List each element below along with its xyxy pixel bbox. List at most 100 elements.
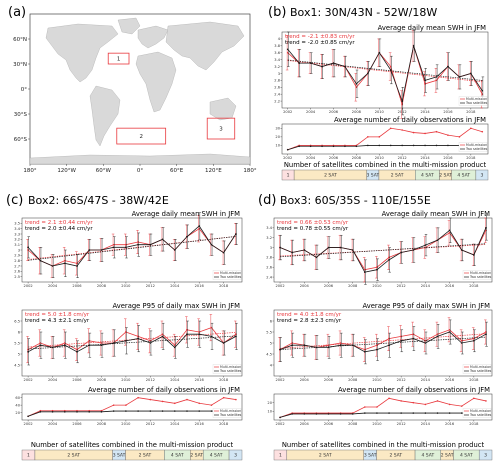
data-point [279, 416, 281, 419]
legend-label-multi: Multi-mission [466, 97, 487, 101]
x-tick-label: 2016 [195, 378, 205, 382]
data-point [63, 344, 66, 347]
x-tick-label: 2016 [445, 422, 455, 426]
series-line [27, 397, 236, 417]
satellite-segment-label: 2 SAT [441, 453, 454, 459]
plot-frame [21, 309, 243, 377]
data-point [389, 69, 392, 71]
trend-label-two: trend = -2.0 ±0.85 cm/yr [285, 40, 355, 46]
data-point [186, 235, 188, 238]
data-point [412, 45, 415, 47]
data-point [198, 410, 201, 412]
data-point [286, 148, 289, 151]
data-point [364, 271, 366, 273]
data-point [447, 144, 449, 147]
y-tick-label: 3.8 [274, 44, 280, 48]
x-tick-label: 2016 [195, 422, 205, 426]
legend-label-two: Two satellites [219, 369, 242, 373]
x-tick-label: 2004 [48, 378, 58, 382]
x-tick-label: 2002 [283, 156, 292, 160]
satellite-segment-label: 2 SAT [319, 453, 332, 459]
data-point [321, 145, 323, 148]
data-point [460, 412, 463, 414]
x-tick-label: 2018 [466, 110, 476, 114]
data-point [39, 259, 42, 262]
y-tick-label: 3.4 [274, 58, 280, 62]
satellite-segment-label: 1 [287, 173, 290, 179]
data-point [364, 406, 366, 408]
x-tick-label: 2008 [352, 156, 362, 160]
panel-letter-c: (c) [6, 193, 23, 208]
map-axis-labels: 60°N 30°N 0° 30°S 60°S 180° 120°W 60°W 0° 60°E 120… [13, 37, 257, 174]
satellite-bar-title: Number of satellites combined in the mul… [284, 161, 487, 169]
satellite-segment-label: 2 SAT [391, 173, 404, 179]
map-region-label-3: 3 [219, 127, 223, 133]
chart-b-obs: 10 20 30 2002 2004 2006 2008 2010 2012 2014 2016 20… [275, 116, 489, 160]
x-tick-label: 2014 [170, 422, 180, 426]
map-region-box-3 [206, 117, 236, 140]
x-tick-label: 2016 [443, 110, 453, 114]
data-point [279, 348, 281, 351]
data-point [400, 400, 402, 402]
data-point [460, 405, 463, 407]
panel-letter-a: (a) [8, 5, 26, 20]
x-tick-label: 2006 [72, 378, 82, 382]
data-point [447, 65, 449, 68]
trend-label-two: trend = 0.78 ±0.55 cm/yr [277, 226, 349, 232]
data-point [303, 344, 306, 347]
chart-subtitle: Average daily mean SWH in JFM [132, 210, 241, 218]
data-point [27, 415, 29, 418]
satellite-segment-label: 2 SAT [190, 453, 203, 459]
data-point [149, 243, 152, 246]
satellite-segment-label: 4 SAT [210, 453, 223, 459]
data-point [198, 402, 201, 405]
data-point [149, 410, 152, 412]
panel-b: (b) Box1: 30N/43N - 52W/18W 2.2 2.4 2.6 2.8 3 3… [268, 5, 489, 181]
trend-line [280, 333, 486, 349]
satellite-segment-label: 3 [484, 453, 487, 459]
data-point [436, 412, 439, 414]
x-tick-label: 2010 [372, 422, 382, 426]
data-point [210, 404, 213, 406]
data-point [210, 335, 213, 338]
x-tick-label: 2006 [324, 284, 334, 288]
y-tick-label: 3 [270, 246, 272, 250]
data-point [149, 342, 152, 344]
data-point [198, 225, 201, 227]
y-tick-label: 2.4 [266, 275, 272, 279]
x-tick-label: 2004 [48, 422, 58, 426]
x-tick-label: 2006 [329, 110, 339, 114]
satellite-bar-title: Number of satellites combined in the mul… [31, 441, 234, 449]
y-tick-label: 4.5 [14, 363, 20, 367]
data-point [279, 246, 281, 249]
data-point [125, 340, 127, 342]
satellite-segment-label: 2 SAT [439, 173, 452, 179]
y-tick-label: 3.2 [14, 238, 20, 242]
y-tick-label: 3.4 [14, 227, 20, 231]
satellite-segment-label: 4 SAT [457, 173, 470, 179]
data-point [460, 342, 463, 344]
data-point [332, 62, 335, 64]
data-point [473, 397, 475, 400]
data-point [424, 244, 427, 246]
data-point [448, 403, 451, 406]
y-tick-label: 3.5 [14, 222, 20, 226]
x-tick-label: 2012 [397, 378, 406, 382]
data-point [315, 413, 318, 415]
data-point [401, 100, 403, 102]
plot-frame [273, 393, 493, 421]
legend-box [458, 142, 488, 152]
data-point [161, 410, 164, 412]
data-point [339, 246, 342, 249]
x-tick-label: 2016 [445, 284, 455, 288]
data-point [458, 76, 461, 78]
x-tick-label: 2008 [97, 284, 107, 288]
data-point [388, 397, 390, 400]
trend-label-multi: trend = 2.1 ±0.44 cm/yr [25, 220, 93, 226]
data-point [39, 411, 42, 413]
data-point [76, 409, 78, 412]
data-point [401, 144, 403, 147]
data-point [39, 344, 42, 347]
data-point [161, 400, 164, 403]
data-point [327, 413, 330, 415]
